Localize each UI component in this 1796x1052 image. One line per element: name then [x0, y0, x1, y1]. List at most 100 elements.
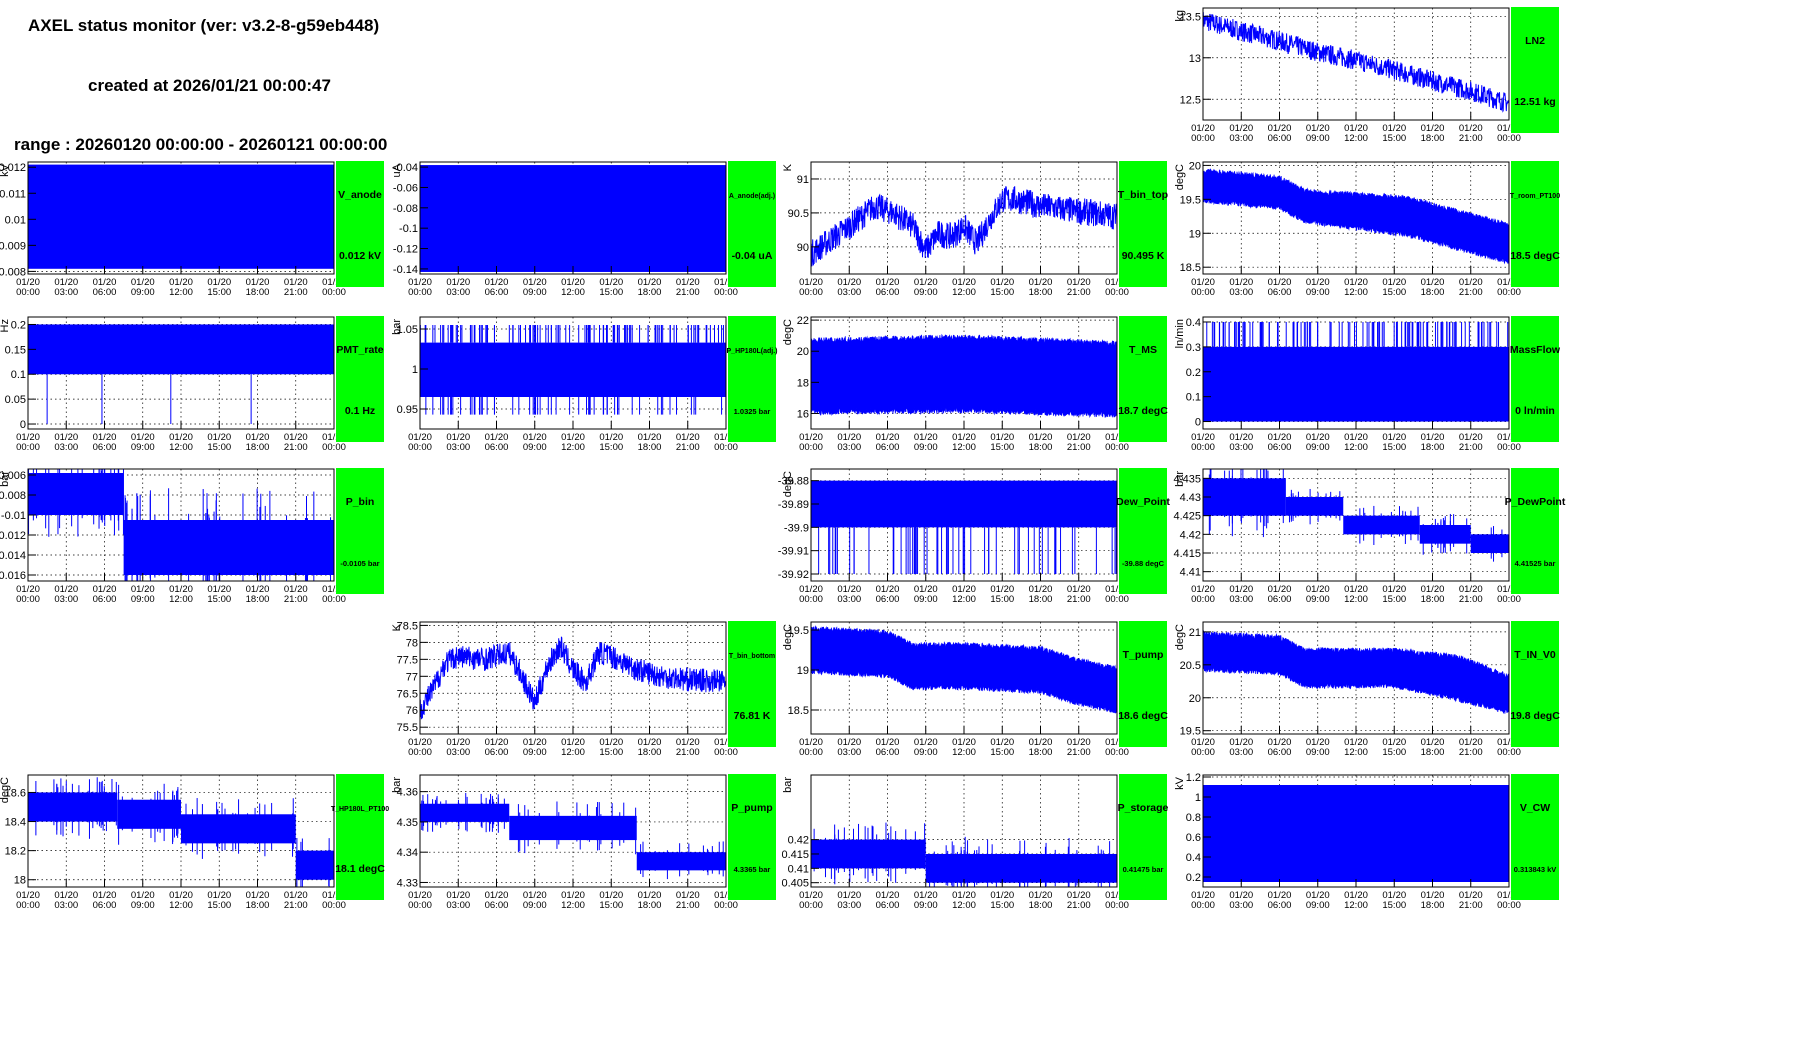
x-tick-label-date: 01/20 — [914, 584, 938, 595]
x-tick-label-date: 01/20 — [1421, 737, 1445, 748]
x-tick-label-time: 15:00 — [207, 594, 231, 605]
status-badge-title: T_pump — [1123, 649, 1164, 661]
status-badge-title: P_pump — [731, 802, 772, 814]
x-tick-label-date: 01/20 — [284, 890, 308, 901]
x-tick-label-date: 01/20 — [799, 890, 823, 901]
plot-area — [28, 317, 334, 429]
x-tick-label-date: 01/20 — [485, 737, 509, 748]
x-tick-label-time: 06:00 — [876, 287, 900, 298]
y-axis-label: kg — [1174, 10, 1186, 22]
chart-panel-t-bin-top: 9190.590K01/2000:0001/2003:0001/2006:000… — [782, 161, 1168, 298]
status-badge — [336, 316, 384, 442]
series-band — [1203, 630, 1509, 714]
x-tick-label-date: 01/20 — [1191, 123, 1215, 134]
series-band — [811, 333, 1117, 418]
x-tick-label-time: 03:00 — [1229, 287, 1253, 298]
x-tick-label-date: 01/20 — [1306, 123, 1330, 134]
series-step — [117, 799, 181, 829]
x-tick-label-date: 01/20 — [676, 737, 700, 748]
x-tick-label-date: 01/20 — [1268, 584, 1292, 595]
x-tick-label-date: 01/20 — [246, 584, 270, 595]
y-axis-label: kV — [1174, 776, 1186, 790]
x-tick-label-time: 03:00 — [1229, 900, 1253, 911]
x-tick-label-time: 12:00 — [952, 900, 976, 911]
x-tick-label-date: 01/20 — [1306, 432, 1330, 443]
y-tick-label: -39.88 — [778, 476, 809, 488]
x-tick-label-time: 12:00 — [561, 287, 585, 298]
y-axis-label: bar — [782, 777, 794, 793]
x-tick-label-time: 21:00 — [1459, 133, 1483, 144]
y-tick-label: -0.12 — [393, 244, 418, 256]
x-tick-label-date: 01/21 — [1105, 432, 1129, 443]
series-step — [509, 815, 637, 841]
x-tick-label-date: 01/20 — [1268, 277, 1292, 288]
x-tick-label-date: 01/20 — [1067, 277, 1091, 288]
x-tick-label-time: 12:00 — [1344, 594, 1368, 605]
status-badge-value: 18.5 degC — [1510, 250, 1560, 262]
x-tick-label-date: 01/20 — [1229, 737, 1253, 748]
x-tick-label-date: 01/20 — [1344, 432, 1368, 443]
x-tick-label-date: 01/21 — [714, 432, 738, 443]
x-tick-label-time: 21:00 — [1459, 747, 1483, 758]
x-tick-label-date: 01/20 — [1229, 123, 1253, 134]
y-tick-label: 4.35 — [397, 817, 418, 829]
plot-area — [28, 469, 334, 581]
x-tick-label-time: 09:00 — [1306, 287, 1330, 298]
x-tick-label-time: 21:00 — [1459, 594, 1483, 605]
x-tick-label-date: 01/20 — [485, 432, 509, 443]
x-tick-label-date: 01/20 — [93, 584, 117, 595]
status-badge — [1119, 621, 1167, 747]
plot-area — [1203, 775, 1509, 887]
status-badge-title: P_DewPoint — [1505, 496, 1566, 508]
x-tick-label-date: 01/20 — [1344, 277, 1368, 288]
series-step — [1285, 497, 1344, 516]
chart-panel-massflow: 0.40.30.20.10ln/min01/2000:0001/2003:000… — [1174, 316, 1561, 453]
x-tick-label-date: 01/20 — [207, 432, 231, 443]
chart-panel-p-bin: -0.006 -0.008 -0.01 -0.012 -0.014 -0.016 bar 01… — [0, 468, 384, 605]
x-tick-label-date: 01/20 — [1268, 737, 1292, 748]
x-tick-label-date: 01/21 — [322, 432, 346, 443]
y-axis-label: degC — [1174, 624, 1186, 650]
x-tick-label-date: 01/20 — [952, 432, 976, 443]
y-tick-label: -0.006 — [0, 470, 26, 482]
plot-area — [1203, 622, 1509, 734]
x-tick-label-date: 01/20 — [1067, 737, 1091, 748]
x-tick-label-date: 01/20 — [1268, 890, 1292, 901]
y-tick-label: 0.2 — [1186, 872, 1201, 884]
x-tick-label-time: 18:00 — [1029, 594, 1053, 605]
x-tick-label-time: 21:00 — [1459, 287, 1483, 298]
chart-panel-t-in-v0: 2120.52019.5degC01/2000:0001/2003:0001/2… — [1174, 621, 1560, 758]
status-badge — [728, 774, 776, 900]
y-tick-label: -0.14 — [393, 264, 418, 276]
x-tick-label-date: 01/20 — [799, 277, 823, 288]
x-tick-label-date: 01/20 — [523, 737, 547, 748]
status-badge-title: T_bin_bottom — [729, 653, 775, 660]
x-tick-label-time: 00:00 — [1497, 442, 1521, 453]
x-tick-label-date: 01/20 — [169, 432, 193, 443]
x-tick-label-time: 18:00 — [246, 442, 270, 453]
x-tick-label-time: 06:00 — [876, 442, 900, 453]
y-tick-label: 18.4 — [5, 817, 26, 829]
y-tick-label: -0.1 — [399, 223, 418, 235]
x-tick-label-date: 01/20 — [1306, 277, 1330, 288]
status-badge — [1511, 774, 1559, 900]
y-axis-label: uA — [391, 163, 403, 177]
x-tick-label-date: 01/20 — [446, 432, 470, 443]
x-tick-label-time: 00:00 — [799, 900, 823, 911]
plot-area — [420, 622, 726, 734]
x-tick-label-time: 12:00 — [169, 442, 193, 453]
y-axis-label: degC — [782, 319, 794, 345]
x-tick-label-time: 00:00 — [1191, 594, 1215, 605]
y-tick-label: 0.1 — [11, 369, 26, 381]
y-tick-label: 0.42 — [788, 835, 809, 847]
x-tick-label-time: 09:00 — [914, 287, 938, 298]
x-tick-label-date: 01/21 — [1497, 123, 1521, 134]
y-tick-label: 16 — [797, 408, 809, 420]
y-tick-label: 20 — [1189, 693, 1201, 705]
y-tick-label: 18 — [14, 875, 26, 887]
y-tick-label: -0.016 — [0, 570, 26, 582]
plot-area — [1203, 162, 1509, 274]
x-tick-label-date: 01/20 — [1268, 123, 1292, 134]
y-axis-label: degC — [782, 624, 794, 650]
x-tick-label-date: 01/20 — [876, 277, 900, 288]
